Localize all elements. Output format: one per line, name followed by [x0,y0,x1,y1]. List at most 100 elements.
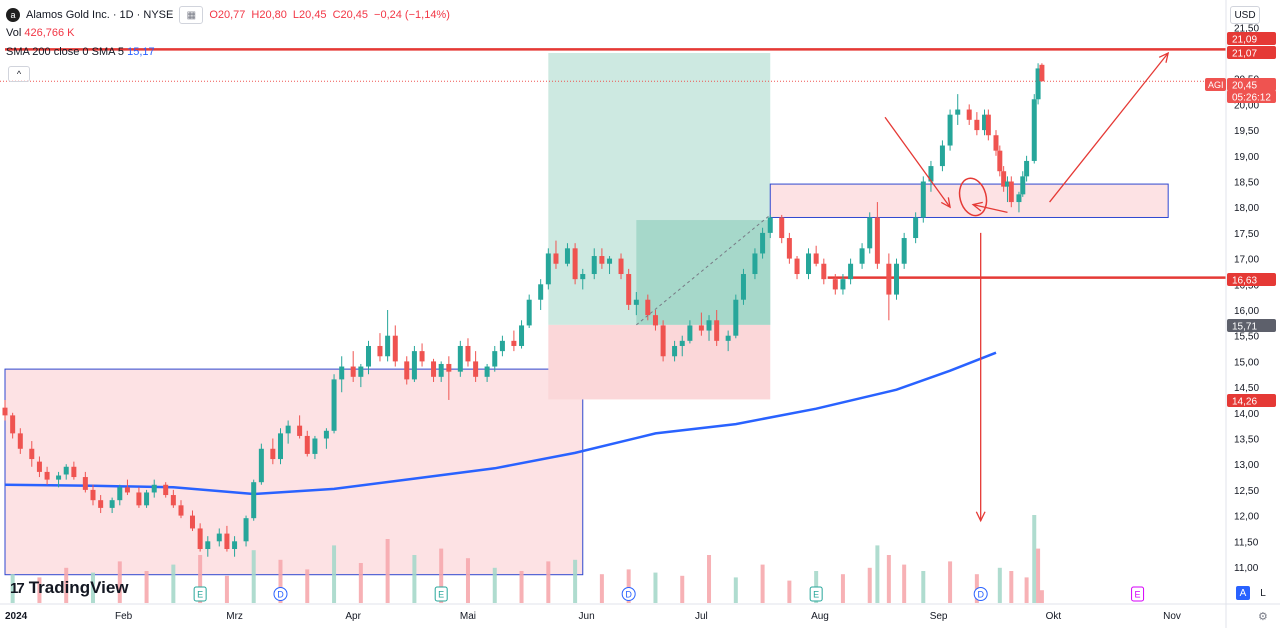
price-tag-bg [1227,319,1276,332]
volume-bar [733,577,738,603]
event-marker-e[interactable]: E [434,586,448,602]
event-marker-d[interactable]: D [973,587,988,601]
volume-bar [385,539,390,603]
candle-body [404,361,410,380]
sma-legend[interactable]: SMA 200 close 0 SMA 5 15,17 [6,46,155,58]
price-tag: 20,45 [1232,81,1257,92]
volume-legend[interactable]: Vol 426,766 K [6,27,75,39]
candle-body [714,320,720,341]
sma200-line [4,351,997,496]
log-scale-button[interactable]: L [1260,587,1266,599]
candle-body [526,299,532,326]
volume-layer [10,515,1044,603]
time-axis[interactable]: 2024 Feb Mrz Apr Mai Jun Jul Aug Sep Okt Nov [5,611,1181,622]
candle-body [350,366,356,377]
candle-body [438,363,444,377]
candle-body [377,345,383,357]
tradingview-wordmark: TradingView [28,578,129,597]
event-marker-e[interactable]: E [1131,586,1145,602]
candle-body [82,477,88,490]
candle-body [465,345,471,362]
arrow-head-2 [971,201,983,212]
y-tick-label: 20,00 [1234,100,1259,111]
volume-bar [760,564,765,603]
volume-bar [886,555,891,603]
event-marker-label: D [277,590,284,600]
tradingview-logo[interactable]: 17 TradingView [10,578,129,598]
candle-body [687,325,693,341]
candle-body [1035,68,1041,100]
arrow-line-2 [972,203,1008,213]
candle-body [492,351,498,367]
candle-body [484,366,490,377]
candle-body [1031,99,1037,161]
volume-bar [278,559,283,603]
candle-body [473,361,479,377]
volume-bar [358,563,363,603]
candle-body [358,366,364,377]
volume-bar [171,564,176,603]
x-tick-label: Apr [345,611,361,622]
price-tag-bg [1227,32,1276,45]
compare-grid-icon[interactable]: ▦ [179,6,204,24]
candle-body [136,492,142,506]
gear-icon[interactable]: ⚙ [1258,611,1268,623]
candle-body [331,379,337,431]
volume-bar [902,564,907,603]
y-tick-label: 12,00 [1234,512,1259,523]
candle-body [499,340,505,352]
candle-body [982,114,988,131]
event-marker-d[interactable]: D [273,587,288,601]
event-marker-d[interactable]: D [621,587,636,601]
arrow-head-0 [940,197,951,209]
arrow-head-3 [975,511,986,523]
price-tag: 05:26:12 [1232,93,1271,104]
volume-label: Vol [6,27,22,39]
candle-body [457,345,463,372]
y-tick-label: 14,50 [1234,383,1259,394]
candle-body [419,351,425,362]
candle-body [955,109,961,115]
low-value: L20,45 [292,9,327,21]
symbol-title[interactable]: Alamos Gold Inc. · 1D · NYSE [26,9,174,21]
y-tick-label: 14,00 [1234,409,1259,420]
volume-bar [37,577,42,603]
candle-body [197,528,203,550]
volume-bar [921,571,926,603]
candle-body [1020,176,1026,195]
candle-body [232,541,238,550]
collapse-legend-button[interactable]: ^ [8,66,30,82]
candle-body [679,340,685,346]
volume-bar [91,572,96,603]
candle-body [178,505,184,516]
candle-body [660,325,666,357]
candle-body [733,299,739,336]
y-tick-label: 11,50 [1234,537,1259,548]
volume-bar [1009,571,1014,603]
candle-body [966,109,972,120]
currency-selector[interactable]: USD [1230,6,1260,24]
volume-bar [305,569,310,603]
candle-body [29,448,35,460]
candle-body [848,263,854,280]
candle-body [740,274,746,300]
candle-body [794,258,800,275]
candle-body [2,407,8,416]
event-marker-e[interactable]: E [809,586,823,602]
event-marker-e[interactable]: E [193,586,207,602]
price-axis[interactable]: 21,5021,0020,5020,0019,5019,0018,5018,00… [1234,23,1259,574]
price-tag: 21,09 [1232,35,1257,46]
arrow-head-1 [1158,51,1170,63]
price-tag-bg [1227,78,1276,91]
y-tick-label: 11,00 [1234,563,1259,574]
volume-bar [519,571,524,603]
auto-scale-button[interactable]: A [1236,586,1250,600]
x-tick-label: Mrz [226,611,243,622]
chevron-up-icon: ^ [16,69,22,79]
candle-body [786,238,792,259]
event-marker-label: D [625,590,632,600]
candle-body [205,541,211,550]
price-tag: 14,26 [1232,397,1257,408]
